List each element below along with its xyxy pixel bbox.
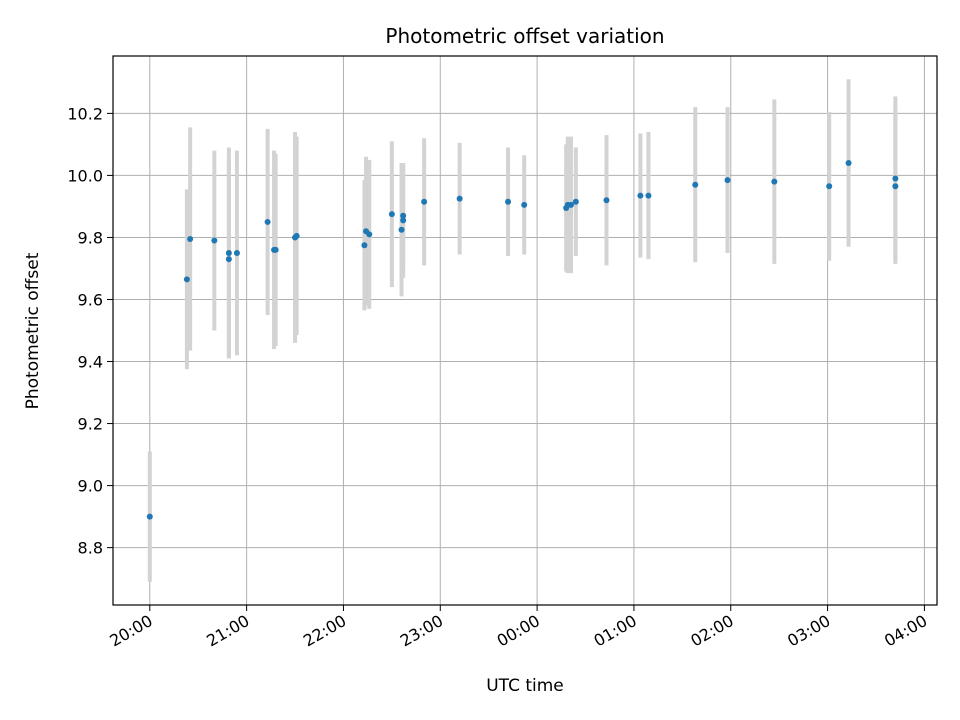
data-point bbox=[572, 198, 579, 205]
x-tick-label: 04:00 bbox=[881, 611, 930, 651]
data-point bbox=[361, 242, 368, 249]
y-tick-label: 8.8 bbox=[78, 539, 103, 558]
data-point bbox=[826, 183, 833, 190]
y-tick-label: 9.0 bbox=[78, 477, 103, 496]
data-point bbox=[892, 175, 899, 182]
x-tick-label: 21:00 bbox=[203, 611, 252, 651]
data-point bbox=[187, 236, 194, 242]
x-tick-label: 23:00 bbox=[397, 611, 446, 651]
data-point bbox=[637, 192, 644, 199]
data-point bbox=[146, 513, 153, 520]
data-point bbox=[567, 201, 574, 208]
data-point bbox=[400, 217, 407, 224]
data-point bbox=[724, 177, 731, 184]
errorbars bbox=[147, 79, 898, 582]
data-point bbox=[892, 183, 899, 190]
y-tick-label: 10.0 bbox=[67, 166, 103, 185]
y-tick-label: 10.2 bbox=[67, 104, 103, 123]
data-point bbox=[645, 192, 652, 199]
y-axis-label: Photometric offset bbox=[23, 252, 43, 409]
x-tick-label: 01:00 bbox=[590, 611, 639, 651]
data-point bbox=[272, 246, 279, 253]
data-point bbox=[293, 232, 300, 239]
data-point bbox=[400, 212, 407, 219]
data-point bbox=[233, 249, 240, 256]
x-tick-label: 20:00 bbox=[106, 611, 155, 651]
data-point bbox=[366, 231, 373, 238]
grid bbox=[113, 56, 937, 605]
y-tick-label: 9.6 bbox=[78, 290, 103, 309]
data-point bbox=[225, 256, 232, 263]
x-tick-label: 03:00 bbox=[784, 611, 833, 651]
data-point bbox=[456, 195, 463, 202]
x-axis-label: UTC time bbox=[486, 676, 564, 696]
data-point bbox=[845, 160, 852, 167]
data-point bbox=[388, 211, 395, 218]
x-tick-label: 02:00 bbox=[687, 611, 736, 651]
data-point bbox=[398, 226, 405, 233]
data-point bbox=[603, 197, 610, 204]
data-point bbox=[505, 198, 512, 205]
x-tick-label: 00:00 bbox=[494, 611, 543, 651]
data-point bbox=[264, 218, 271, 225]
data-point bbox=[183, 276, 190, 283]
y-tick-label: 9.2 bbox=[78, 415, 103, 434]
data-point bbox=[225, 249, 232, 256]
data-point bbox=[521, 201, 528, 208]
y-axis-ticks: 8.8 9.0 9.2 9.4 9.6 9.8 10.0 10.2 bbox=[67, 104, 113, 558]
y-tick-label: 9.4 bbox=[78, 353, 103, 372]
x-tick-label: 22:00 bbox=[300, 611, 349, 651]
data-point bbox=[771, 178, 778, 185]
y-tick-label: 9.8 bbox=[78, 228, 103, 247]
data-points bbox=[146, 160, 899, 520]
data-point bbox=[211, 237, 218, 244]
data-point bbox=[421, 198, 428, 205]
data-point bbox=[692, 181, 699, 188]
x-axis-ticks: 20:00 21:00 22:00 23:00 00:00 01:00 02:00 03:00… bbox=[106, 605, 930, 651]
plot-frame bbox=[112, 55, 938, 606]
chart-title: Photometric offset variation bbox=[385, 24, 664, 48]
